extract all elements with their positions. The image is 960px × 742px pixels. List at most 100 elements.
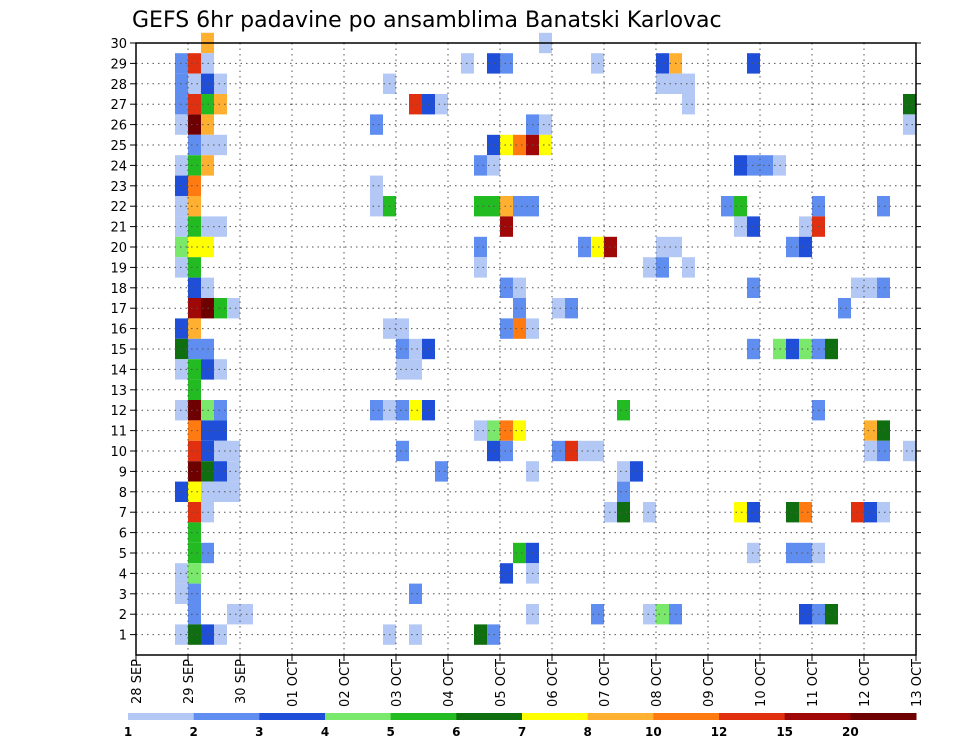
heatmap-cell <box>552 298 565 319</box>
heatmap-cell <box>513 196 526 217</box>
heatmap-cell <box>513 134 526 156</box>
heatmap-cell <box>396 318 409 339</box>
legend-swatch <box>850 713 917 720</box>
x-tick-label: 11 OCT <box>806 659 821 707</box>
heatmap-cell <box>214 624 227 645</box>
heatmap-cell <box>877 440 890 462</box>
heatmap-cell <box>370 196 383 217</box>
heatmap-cell <box>799 604 812 625</box>
heatmap-cell <box>877 420 890 441</box>
x-tick-label: 05 OCT <box>494 659 509 707</box>
legend-swatch <box>259 713 326 720</box>
heatmap-cell <box>214 216 227 237</box>
heatmap-cell <box>188 461 201 482</box>
heatmap-cell <box>396 359 409 380</box>
legend-label: 20 <box>842 725 859 739</box>
heatmap-cell <box>227 298 240 319</box>
y-tick-label: 28 <box>110 78 127 93</box>
heatmap-cell <box>682 73 695 94</box>
legend-swatch <box>390 713 457 720</box>
heatmap-cell <box>188 563 201 584</box>
heatmap-cell <box>500 318 513 339</box>
legend-label: 6 <box>452 725 460 739</box>
heatmap-cell <box>188 216 201 237</box>
heatmap-cell <box>227 604 240 625</box>
heatmap-cell <box>903 94 916 115</box>
heatmap-cell <box>799 236 812 258</box>
y-tick-label: 5 <box>119 547 127 562</box>
x-tick-label: 13 OCT <box>910 659 925 707</box>
heatmap-cell <box>786 236 799 258</box>
heatmap-cell <box>617 481 630 502</box>
y-tick-label: 6 <box>119 527 127 542</box>
heatmap-cell <box>474 420 487 441</box>
heatmap-cell <box>643 257 656 278</box>
heatmap-cell <box>188 481 201 502</box>
y-tick-label: 15 <box>110 343 127 358</box>
heatmap-cell <box>474 196 487 217</box>
heatmap-cell <box>617 502 630 523</box>
heatmap-cell <box>513 298 526 319</box>
heatmap-cell <box>227 440 240 462</box>
heatmap-cell <box>188 522 201 543</box>
heatmap-cell <box>474 257 487 278</box>
heatmap-cell <box>188 400 201 421</box>
heatmap-cell <box>188 114 201 135</box>
heatmap-cell <box>188 73 201 94</box>
heatmap-cell <box>188 379 201 400</box>
heatmap-cell <box>864 420 877 441</box>
y-axis: 1234567891011121314151617181920212223242… <box>110 37 921 644</box>
heatmap-cell <box>188 359 201 380</box>
heatmap-cell <box>188 94 201 115</box>
y-tick-label: 27 <box>110 98 127 113</box>
heatmap-cell <box>877 502 890 523</box>
heatmap-cell <box>513 277 526 298</box>
heatmap-cell <box>799 338 812 360</box>
heatmap-cell <box>799 542 812 564</box>
y-tick-label: 17 <box>110 302 127 317</box>
legend-swatch <box>587 713 654 720</box>
x-tick-label: 30 SEP <box>234 659 249 704</box>
heatmap-cell <box>656 73 669 94</box>
heatmap-cell <box>500 277 513 298</box>
heatmap-cell <box>214 400 227 421</box>
x-tick-label: 07 OCT <box>598 659 613 707</box>
y-tick-label: 9 <box>119 465 127 480</box>
y-tick-label: 20 <box>110 241 127 256</box>
heatmap-cell <box>214 440 227 462</box>
heatmap-cell <box>188 604 201 625</box>
y-tick-label: 7 <box>119 506 127 521</box>
heatmap-cell <box>799 502 812 523</box>
heatmap-cell <box>513 542 526 564</box>
y-tick-label: 10 <box>110 445 127 460</box>
x-tick-label: 02 OCT <box>338 659 353 707</box>
heatmap-cell <box>838 298 851 319</box>
y-tick-label: 23 <box>110 180 127 195</box>
x-tick-label: 09 OCT <box>702 659 717 707</box>
legend-label: 3 <box>255 725 263 739</box>
heatmap-cell <box>435 461 448 482</box>
legend-label: 4 <box>321 725 329 739</box>
heatmap-cell <box>734 155 747 176</box>
heatmap-cell <box>591 440 604 462</box>
heatmap-cell <box>188 318 201 339</box>
x-tick-label: 06 OCT <box>546 659 561 707</box>
heatmap-cell <box>188 134 201 156</box>
heatmap-cell <box>214 298 227 319</box>
heatmap-cell <box>591 53 604 74</box>
heatmap-cell <box>591 236 604 258</box>
heatmap-cell <box>617 461 630 482</box>
heatmap-cell <box>409 400 422 421</box>
y-tick-label: 30 <box>110 37 127 52</box>
heatmap-cell <box>500 563 513 584</box>
y-tick-label: 21 <box>110 221 127 236</box>
y-tick-label: 26 <box>110 119 127 134</box>
heatmap-cell <box>188 420 201 441</box>
heatmap-cell <box>227 481 240 502</box>
heatmap-cell <box>188 502 201 523</box>
heatmap-cell <box>760 155 773 176</box>
heatmap-cell <box>539 114 552 135</box>
heatmap-cell <box>734 196 747 217</box>
heatmap-cell <box>188 440 201 462</box>
heatmap-cell <box>370 114 383 135</box>
